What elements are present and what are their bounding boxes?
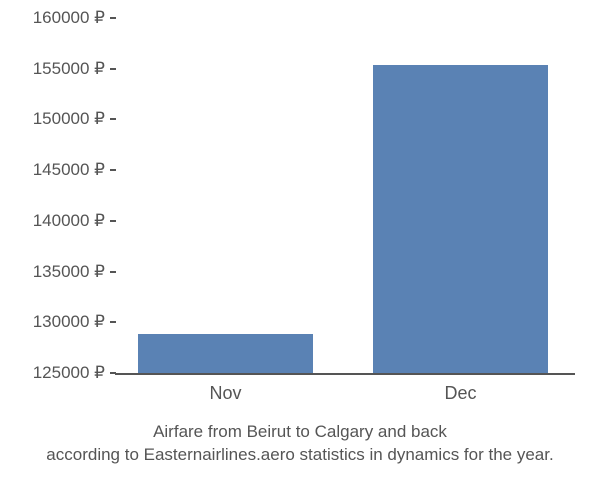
y-tick-mark: [110, 271, 116, 273]
y-tick-mark: [110, 321, 116, 323]
caption-line-1: Airfare from Beirut to Calgary and back: [0, 420, 600, 444]
x-label-dec: Dec: [444, 383, 476, 404]
bar-nov: [138, 334, 313, 373]
y-tick-label: 160000 ₽: [0, 8, 105, 28]
y-tick-mark: [110, 372, 116, 374]
y-tick-label: 125000 ₽: [0, 363, 105, 383]
x-label-nov: Nov: [209, 383, 241, 404]
y-tick-label: 145000 ₽: [0, 160, 105, 180]
y-tick-mark: [110, 17, 116, 19]
y-tick-label: 155000 ₽: [0, 59, 105, 79]
caption-line-2: according to Easternairlines.aero statis…: [0, 443, 600, 467]
y-tick-label: 130000 ₽: [0, 312, 105, 332]
y-tick-label: 140000 ₽: [0, 211, 105, 231]
bar-dec: [373, 65, 548, 373]
airfare-bar-chart: Nov Dec Airfare from Beirut to Calgary a…: [0, 0, 600, 500]
y-tick-label: 135000 ₽: [0, 262, 105, 282]
y-tick-mark: [110, 68, 116, 70]
y-tick-label: 150000 ₽: [0, 109, 105, 129]
plot-area: [115, 18, 575, 375]
y-tick-mark: [110, 169, 116, 171]
y-tick-mark: [110, 118, 116, 120]
y-tick-mark: [110, 220, 116, 222]
